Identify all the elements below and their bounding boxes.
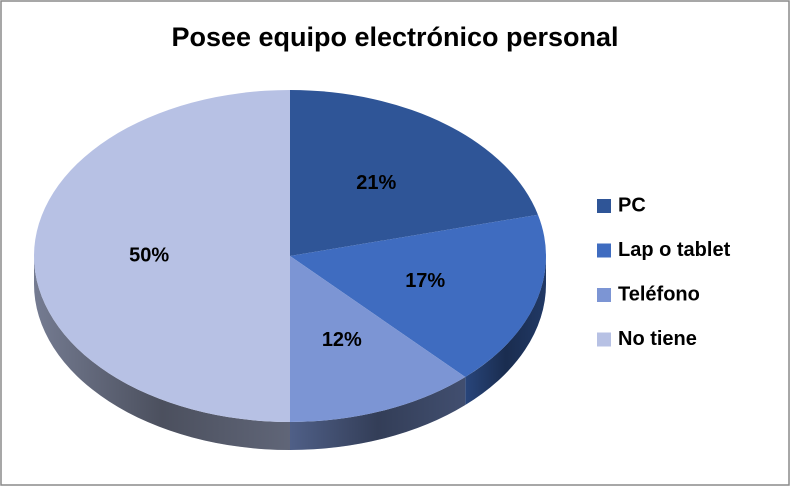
- legend-label: PC: [618, 194, 646, 216]
- chart-title: Posee equipo electrónico personal: [171, 22, 618, 52]
- data-label: 12%: [322, 329, 362, 351]
- slice: [34, 90, 290, 422]
- legend-swatch: [597, 332, 611, 347]
- data-label: 50%: [129, 244, 169, 266]
- data-label: 21%: [356, 172, 396, 194]
- legend-label: Teléfono: [618, 283, 700, 305]
- slice: [290, 214, 546, 378]
- legend-swatch: [597, 243, 611, 258]
- slice-side-shade: [34, 256, 290, 450]
- slice: [290, 256, 466, 422]
- legend-swatch: [597, 288, 611, 302]
- slice: [290, 90, 538, 256]
- legend-label: No tiene: [618, 328, 697, 350]
- slice-side-shade: [290, 377, 466, 450]
- data-label: 17%: [405, 270, 445, 292]
- slice-side-shade: [465, 256, 546, 406]
- legend-swatch: [597, 199, 611, 213]
- legend-label: Lap o tablet: [618, 239, 731, 261]
